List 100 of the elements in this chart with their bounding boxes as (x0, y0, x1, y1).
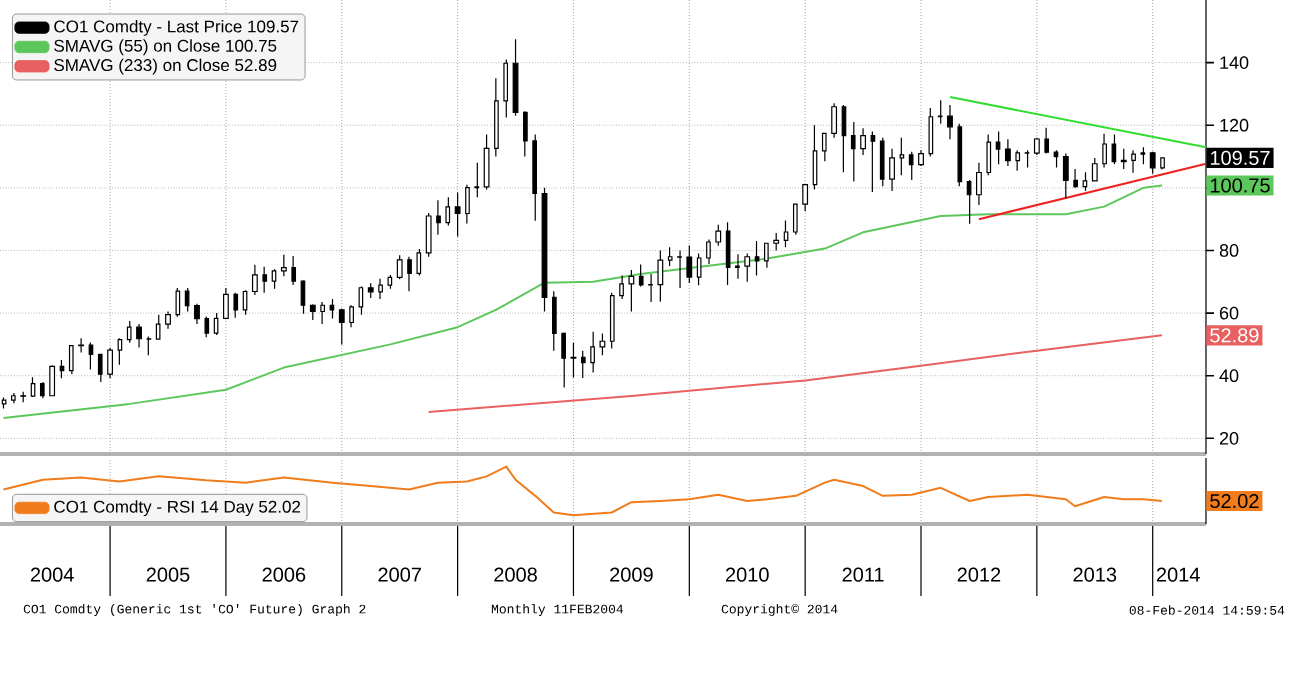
candlestick (928, 107, 934, 158)
candlestick (590, 331, 595, 374)
candlestick (465, 184, 470, 225)
candlestick (320, 301, 325, 325)
candlestick (251, 264, 258, 296)
candlestick (1140, 146, 1146, 165)
annotation: 109.57 (1210, 150, 1270, 165)
candlestick (233, 292, 239, 319)
candlestick (97, 353, 103, 383)
candlestick (918, 149, 924, 167)
candlestick (39, 381, 45, 399)
candlestick (494, 77, 499, 158)
candlestick (677, 249, 682, 289)
annotation: 52.89 (1210, 328, 1259, 343)
candlestick (407, 256, 412, 292)
candlestick (552, 290, 557, 352)
candlestick (850, 121, 856, 183)
y-tick-label: 60 (1219, 306, 1239, 320)
candlestick (1015, 149, 1021, 172)
candlestick (1, 397, 7, 410)
candlestick (503, 58, 509, 118)
candlestick (1091, 157, 1098, 183)
candlestick (512, 38, 519, 117)
candlestick (802, 184, 809, 212)
candlestick (107, 347, 113, 379)
x-tick-label: 2014 (1156, 567, 1200, 582)
candlestick (706, 238, 711, 265)
legend-label: CO1 Comdty - Last Price 109.57 (54, 20, 299, 36)
candlestick (68, 344, 74, 375)
x-tick-label: 2009 (610, 567, 653, 582)
candlestick (483, 134, 490, 191)
candlestick (338, 307, 345, 345)
candlestick (619, 274, 624, 300)
candlestick (358, 285, 364, 316)
candlestick (532, 134, 537, 222)
y-tick-label: 120 (1220, 118, 1249, 132)
x-tick-label: 2012 (957, 567, 1001, 582)
candlestick (1044, 127, 1050, 155)
candlestick (986, 134, 992, 176)
candlestick (378, 278, 383, 300)
candlestick (436, 199, 441, 236)
y-tick-label: 80 (1219, 244, 1239, 257)
candlestick (821, 132, 827, 162)
candlestick (11, 392, 16, 404)
y-tick-label: 140 (1220, 56, 1249, 69)
candlestick (523, 110, 528, 158)
candlestick (1062, 152, 1069, 199)
x-tick-label: 2010 (725, 567, 769, 582)
candlestick (561, 331, 566, 389)
candlestick (262, 266, 268, 294)
candlestick (715, 224, 722, 247)
candlestick (291, 255, 297, 286)
candlestick (609, 292, 615, 350)
x-tick-label: 2013 (1073, 567, 1117, 582)
candlestick (194, 303, 200, 325)
candlestick (1102, 133, 1107, 169)
candlestick (184, 287, 190, 313)
candlestick (49, 364, 56, 397)
candlestick (396, 254, 403, 280)
candlestick (889, 148, 895, 192)
candlestick (1149, 151, 1156, 175)
candlestick (349, 304, 354, 328)
candlestick (667, 246, 673, 267)
candlestick (165, 310, 171, 330)
legend-label: SMAVG (55) on Close 100.75 (54, 39, 277, 56)
candlestick (725, 221, 731, 286)
y-tick-label: 20 (1219, 431, 1239, 445)
x-tick-label: 2007 (378, 567, 421, 582)
candlestick (1024, 149, 1030, 169)
candlestick (20, 391, 27, 403)
candlestick (764, 242, 769, 269)
candlestick (599, 332, 606, 356)
x-tick-label: 2004 (30, 567, 74, 582)
candlestick (1033, 137, 1040, 156)
candlestick (425, 212, 432, 258)
candlestick (223, 287, 229, 320)
candlestick (744, 253, 751, 283)
line-series (2, 184, 1163, 419)
candlestick (792, 202, 798, 236)
candlestick (937, 99, 943, 125)
candlestick (628, 269, 635, 313)
candlestick (696, 253, 702, 286)
candlestick (831, 102, 838, 139)
candlestick (1131, 149, 1136, 174)
candlestick (947, 104, 953, 140)
line-series (427, 334, 1163, 414)
candlestick (879, 137, 885, 187)
candlestick (309, 303, 316, 321)
x-tick-label: 2005 (146, 567, 190, 582)
y-tick-label: 40 (1219, 369, 1239, 383)
candlestick (454, 191, 461, 237)
candlestick (976, 162, 982, 206)
annotation: 52.02 (1210, 493, 1259, 509)
x-tick-label: 2011 (842, 567, 884, 582)
candlestick (175, 287, 181, 318)
candlestick (657, 249, 664, 303)
candlestick (1160, 156, 1165, 170)
candlestick (860, 127, 866, 156)
candlestick (686, 244, 693, 284)
candlestick (126, 320, 132, 344)
